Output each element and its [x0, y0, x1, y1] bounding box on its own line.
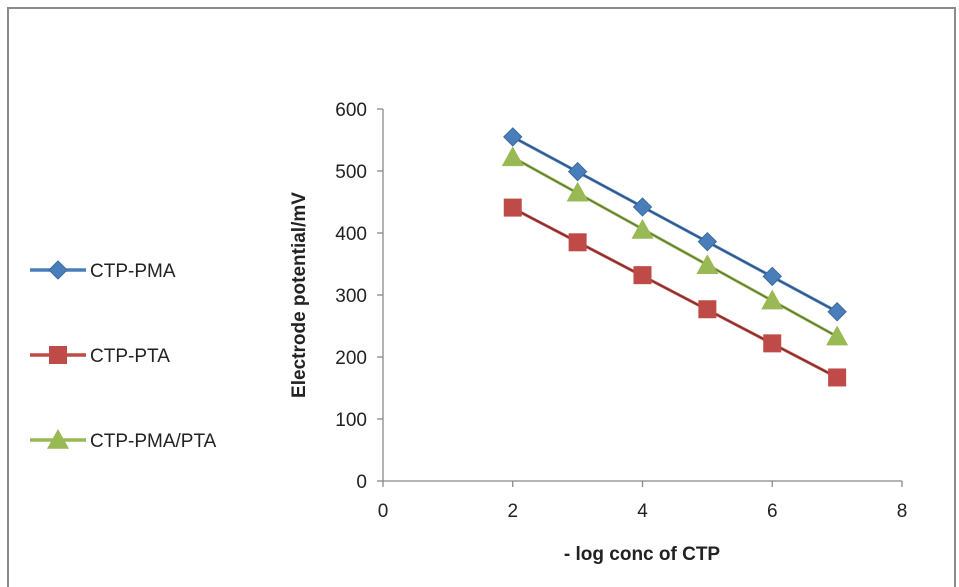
y-tick-label: 600 [335, 100, 367, 121]
data-point-series-1 [567, 161, 588, 182]
x-tick-label: 8 [897, 501, 908, 522]
data-point-series-3 [566, 181, 589, 202]
data-point-series-3 [826, 325, 849, 346]
trendline-3 [512, 156, 838, 338]
y-axis-title: Electrode potential/mV [289, 192, 310, 398]
chart-frame [7, 7, 956, 587]
x-tick-label: 6 [767, 501, 778, 522]
y-tick-label: 100 [335, 410, 367, 431]
y-tick-label: 0 [356, 472, 367, 493]
data-point-series-3 [696, 254, 719, 275]
data-point-series-3 [761, 289, 784, 310]
data-point-series-2 [568, 233, 587, 252]
legend-marker [49, 346, 67, 364]
data-point-series-1 [827, 302, 847, 322]
x-tick-group: 0 2 4 6 8 [378, 481, 908, 522]
data-point-series-1 [697, 231, 718, 252]
trendline-group [512, 135, 838, 379]
legend-label: CTP-PTA [90, 346, 170, 367]
legend: CTP-PMA CTP-PTA CTP-PMA/PTA [30, 260, 217, 452]
data-point-series-1 [632, 197, 653, 217]
x-tick-label: 0 [378, 501, 389, 522]
marker-group [501, 127, 849, 387]
data-point-series-2 [763, 334, 782, 353]
data-point-series-2 [698, 300, 717, 319]
data-point-series-3 [631, 218, 654, 239]
y-tick-label: 200 [335, 348, 367, 369]
legend-marker [48, 260, 68, 280]
y-tick-label: 500 [335, 162, 367, 183]
x-axis-title: - log conc of CTP [564, 544, 721, 565]
trendline-1 [512, 136, 838, 313]
y-tick-label: 300 [335, 286, 367, 307]
data-point-series-1 [503, 127, 523, 147]
data-point-series-1 [762, 266, 782, 287]
y-tick-group: 0 100 200 300 400 500 600 [335, 100, 383, 493]
trendline-2 [512, 207, 838, 378]
legend-marker [47, 429, 69, 449]
legend-label: CTP-PMA [90, 261, 176, 282]
plot-area: 0 100 200 300 400 500 600 0 2 4 6 8 [335, 100, 907, 522]
legend-label: CTP-PMA/PTA [90, 431, 217, 452]
data-point-series-2 [633, 266, 652, 285]
y-tick-label: 400 [335, 224, 367, 245]
data-point-series-3 [501, 146, 524, 167]
x-tick-label: 2 [507, 501, 518, 522]
x-tick-label: 4 [637, 501, 648, 522]
data-point-series-2 [503, 198, 522, 217]
data-point-series-2 [828, 368, 847, 387]
